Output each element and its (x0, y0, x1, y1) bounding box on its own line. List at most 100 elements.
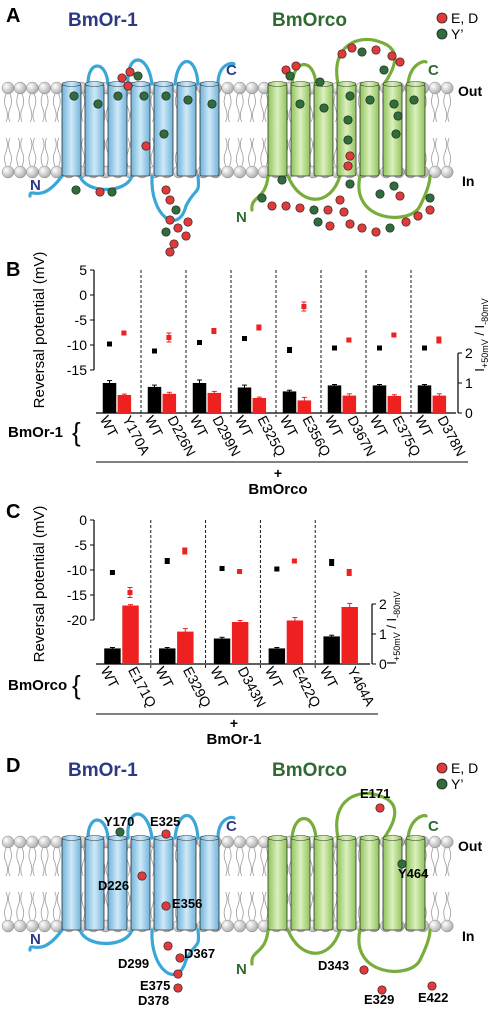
reversal-point (127, 590, 133, 595)
lipid-head (233, 81, 247, 95)
acidic-residue-dot (163, 941, 173, 951)
lipid-head (221, 81, 234, 95)
loop (290, 817, 318, 840)
tyrosine-residue-dot (113, 91, 123, 101)
loop (126, 812, 154, 840)
bmor1-n-terminus: N (30, 177, 41, 194)
current-ratio-bar (177, 631, 194, 664)
loop (28, 174, 64, 198)
lipid-tail (447, 137, 452, 167)
lipid-tail (56, 847, 61, 877)
tyrosine-residue-dot (389, 181, 399, 191)
residue-dots-a (69, 43, 435, 257)
tyrosine-residue-dot (171, 205, 181, 215)
loop (250, 174, 270, 212)
acidic-residue-dot (295, 203, 305, 213)
lipid-tail (239, 847, 244, 877)
lipid-tail (81, 137, 86, 167)
reversal-point (332, 345, 337, 351)
lipid-tail (235, 847, 240, 877)
acidic-residue-dot (413, 211, 423, 221)
y2label-c-i1: I (384, 661, 399, 665)
acidic-residue-dot (165, 195, 175, 205)
lipid-tail (447, 847, 452, 877)
lipid-tail (223, 93, 228, 123)
lipid-tail (20, 137, 25, 167)
tyrosine-residue-dot (115, 827, 125, 837)
tyrosine-residue-dot (385, 223, 395, 233)
legend-y-label-d: Y’ (451, 776, 463, 792)
reversal-point (121, 330, 127, 336)
transmembrane-helix (199, 837, 220, 931)
x-category-label: WT (97, 413, 122, 440)
lipid-tail (56, 891, 61, 921)
y-tick-label: 0 (79, 287, 87, 303)
acidic-residue-dot (375, 803, 385, 813)
loop (150, 174, 201, 222)
tyrosine-residue-dot (391, 129, 401, 139)
lipid-tail (431, 847, 435, 877)
helix-cap (336, 835, 357, 841)
loop (150, 928, 201, 976)
y2label-b-mid: / I (472, 325, 487, 339)
bmorco-n-terminus-d: N (236, 961, 247, 978)
transmembrane-helix (199, 83, 220, 177)
lipid-tail (150, 137, 155, 167)
lipid-tail (252, 847, 256, 877)
lipid-tail (443, 891, 448, 921)
acidic-residue-dot (95, 187, 105, 197)
lipid-tail (52, 847, 57, 877)
acidic-residue-dot (173, 223, 183, 233)
in-label-a: In (462, 173, 474, 189)
panel-a: A BmOr-1 BmOrco E, D Y’ C C N N Out In (1, 5, 482, 257)
reversal-point (242, 336, 247, 341)
brace-b: { (72, 417, 81, 447)
tyrosine-residue-dot (161, 227, 171, 237)
helix-cap (199, 835, 220, 841)
plus-b: + (274, 465, 282, 481)
lipid-tail (81, 93, 86, 123)
y-tick-label: -20 (67, 612, 87, 628)
tyrosine-residue-dot (315, 77, 325, 87)
residue-label: E375 (140, 978, 170, 993)
lipid-head (221, 165, 234, 179)
lipid-tail (239, 93, 244, 123)
residue-label: E171 (360, 786, 390, 801)
lipid-tail (32, 891, 37, 921)
loop (286, 928, 342, 955)
current-ratio-bar (297, 400, 312, 413)
y2label-b: I+50mV / I-80mV (472, 298, 490, 371)
current-ratio-bar (323, 636, 340, 664)
current-ratio-bar (286, 620, 304, 664)
out-label-d: Out (458, 838, 482, 854)
tyrosine-residue-dot (425, 193, 435, 203)
tyrosine-residue-dot (365, 95, 375, 105)
residue-label: D343 (318, 958, 349, 973)
current-ratio-bar (102, 383, 117, 413)
acidic-residue-dot (345, 219, 355, 229)
reversal-point (166, 335, 172, 340)
current-ratio-bar (432, 395, 447, 413)
acidic-residue-dot (427, 981, 437, 991)
tyrosine-residue-dot (379, 65, 389, 75)
tyrosine-residue-dot (257, 193, 267, 203)
acidic-residue-dot (123, 81, 133, 91)
acidic-residue-dot (387, 51, 397, 61)
acidic-residue-dot (377, 985, 387, 995)
lipid-tail (333, 93, 338, 123)
lipid-tail (8, 137, 12, 167)
transmembrane-helix (313, 83, 334, 177)
transmembrane-helix (267, 837, 288, 931)
acidic-residue-dot (347, 43, 357, 53)
residue-label: Y170 (104, 814, 134, 829)
y-tick-label: -15 (67, 362, 87, 378)
transmembrane-helix (267, 83, 288, 177)
current-ratio-bar (117, 395, 132, 413)
x-category-label: D378N (434, 413, 469, 459)
lipid-tail (32, 93, 37, 123)
lipid-head (233, 165, 247, 179)
reversal-point (219, 566, 225, 571)
lipid-tail (227, 891, 232, 921)
y2label-b-sub2: -80mV (480, 298, 490, 325)
